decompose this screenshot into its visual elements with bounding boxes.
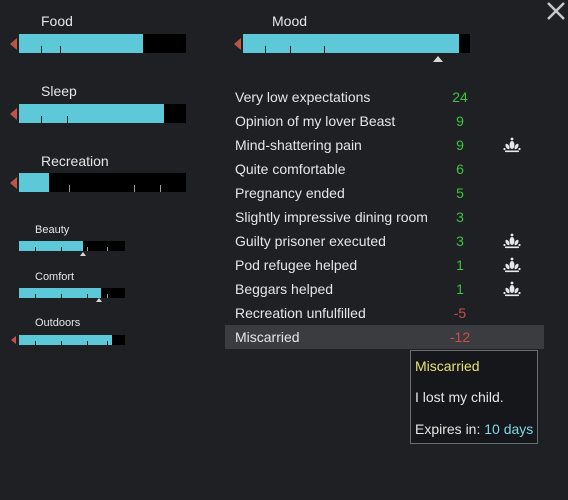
need-bar-fill — [19, 288, 101, 298]
thought-row[interactable]: Quite comfortable 6 — [225, 157, 544, 181]
thought-value: 9 — [456, 113, 464, 129]
thought-label: Miscarried — [235, 329, 300, 345]
ideology-precept-icon — [502, 136, 522, 154]
tooltip-title: Miscarried — [415, 358, 480, 374]
thought-value: -5 — [453, 305, 467, 321]
mood-bar-fill — [243, 34, 459, 53]
thought-row[interactable]: Pregnancy ended 5 — [225, 181, 544, 205]
tooltip-expires: Expires in: 10 days — [415, 421, 533, 437]
close-icon — [547, 2, 565, 20]
thought-value: -12 — [449, 329, 471, 345]
close-button[interactable] — [545, 0, 567, 27]
need-bar-recreation — [19, 173, 186, 192]
thought-row[interactable]: Very low expectations 24 — [225, 85, 544, 109]
thought-label: Pod refugee helped — [235, 257, 358, 273]
need-bar-fill — [19, 173, 50, 192]
need-threshold-comfort — [96, 298, 102, 302]
thought-tooltip: Miscarried I lost my child. Expires in: … — [410, 350, 538, 444]
thought-label: Recreation unfulfilled — [235, 305, 366, 321]
thought-value: 1 — [456, 257, 464, 273]
thought-row[interactable]: Beggars helped 1 — [225, 277, 544, 301]
ideology-precept-icon — [502, 232, 522, 250]
need-bar-fill — [19, 104, 165, 123]
need-bar-outdoors — [19, 335, 125, 345]
need-label-comfort: Comfort — [35, 271, 75, 283]
thought-value: 9 — [456, 137, 464, 153]
thought-label: Beggars helped — [235, 281, 334, 297]
thought-row[interactable]: Miscarried -12 — [225, 325, 544, 349]
mood-label: Mood — [272, 13, 308, 29]
tooltip-expires-label: Expires in: — [415, 421, 481, 437]
need-label-beauty: Beauty — [35, 224, 70, 236]
mood-bar — [243, 34, 470, 53]
thought-row[interactable]: Mind-shattering pain 9 — [225, 133, 544, 157]
thought-value: 6 — [456, 161, 464, 177]
thought-value: 3 — [456, 233, 464, 249]
need-label-food: Food — [41, 13, 73, 29]
thought-label: Pregnancy ended — [235, 185, 345, 201]
thought-row[interactable]: Guilty prisoner executed 3 — [225, 229, 544, 253]
need-bar-fill — [19, 335, 113, 345]
thought-label: Very low expectations — [235, 89, 371, 105]
mood-threshold-marker — [433, 56, 443, 62]
mood-arrow — [234, 38, 241, 50]
thought-row[interactable]: Slightly impressive dining room 3 — [225, 205, 544, 229]
thought-label: Opinion of my lover Beast — [235, 113, 396, 129]
thought-value: 24 — [452, 89, 468, 105]
tooltip-expires-value: 10 days — [484, 421, 534, 437]
need-threshold-beauty — [80, 252, 86, 256]
thought-value: 3 — [456, 209, 464, 225]
need-bar-fill — [19, 34, 143, 53]
thought-value: 5 — [456, 185, 464, 201]
thought-label: Mind-shattering pain — [235, 137, 362, 153]
ideology-precept-icon — [502, 280, 522, 298]
need-bar-food — [19, 34, 186, 53]
thought-value: 1 — [456, 281, 464, 297]
need-label-recreation: Recreation — [41, 153, 109, 169]
need-arrow-recreation — [10, 177, 17, 189]
need-label-sleep: Sleep — [41, 83, 77, 99]
need-arrow-food — [10, 38, 17, 50]
need-arrow-outdoors — [11, 336, 16, 344]
need-bar-comfort — [19, 288, 125, 298]
thought-row[interactable]: Pod refugee helped 1 — [225, 253, 544, 277]
ideology-precept-icon — [502, 256, 522, 274]
need-label-outdoors: Outdoors — [35, 317, 81, 329]
tooltip-description: I lost my child. — [415, 389, 504, 405]
need-bar-sleep — [19, 104, 186, 123]
thought-label: Quite comfortable — [235, 161, 346, 177]
need-bar-fill — [19, 241, 83, 251]
thought-label: Guilty prisoner executed — [235, 233, 386, 249]
need-bar-beauty — [19, 241, 125, 251]
thought-row[interactable]: Recreation unfulfilled -5 — [225, 301, 544, 325]
thought-label: Slightly impressive dining room — [235, 209, 428, 225]
thought-row[interactable]: Opinion of my lover Beast 9 — [225, 109, 544, 133]
need-arrow-sleep — [10, 108, 17, 120]
